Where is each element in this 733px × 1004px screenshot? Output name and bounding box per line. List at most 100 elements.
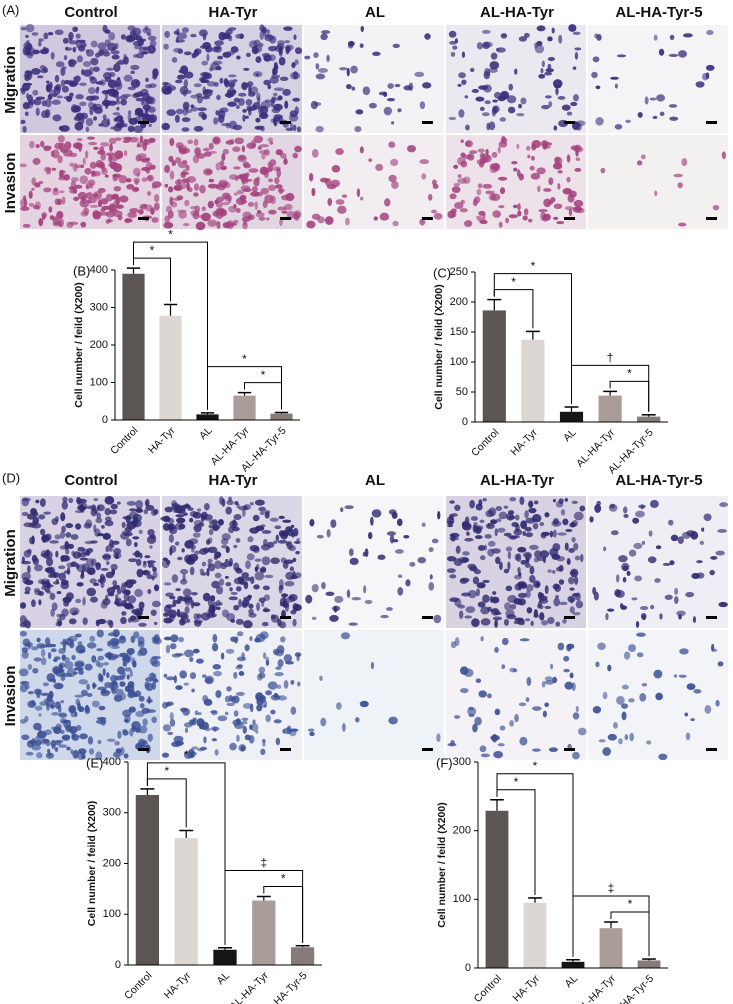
cell — [24, 47, 32, 56]
cell — [179, 670, 187, 679]
cell — [120, 746, 125, 756]
cell — [76, 506, 87, 511]
cell — [38, 514, 46, 520]
cell — [78, 669, 84, 675]
cell — [311, 148, 319, 158]
cell — [615, 574, 620, 583]
cell — [517, 203, 521, 211]
cell — [49, 540, 59, 544]
cell — [263, 79, 272, 86]
cell — [620, 605, 628, 610]
significance-label: * — [511, 275, 516, 289]
cell — [392, 220, 399, 227]
cell — [309, 172, 314, 182]
cell — [509, 497, 517, 502]
cell — [342, 722, 346, 732]
cell — [458, 72, 466, 79]
cell — [230, 89, 237, 94]
x-tick-label: HA-Tyr — [508, 426, 540, 458]
cell — [281, 593, 289, 598]
cell — [654, 190, 658, 197]
cell — [75, 33, 81, 39]
cell — [31, 599, 36, 608]
cell — [525, 590, 531, 598]
cell — [616, 695, 625, 705]
scale-bar — [138, 121, 149, 124]
cell — [96, 717, 107, 721]
cell — [66, 668, 77, 678]
cell — [539, 521, 545, 527]
cell — [368, 158, 373, 162]
micrograph-background — [446, 630, 586, 760]
cell — [241, 572, 249, 578]
cell — [181, 27, 189, 33]
cell — [526, 145, 531, 151]
cell — [79, 733, 88, 740]
row-label: Migration — [2, 46, 19, 114]
cell — [68, 81, 78, 88]
y-tick-label: 250 — [450, 266, 468, 278]
cell — [493, 750, 504, 759]
cell — [100, 567, 109, 571]
cell — [208, 528, 214, 536]
x-tick-label: AL — [197, 424, 215, 442]
cell — [164, 506, 174, 513]
y-tick-label: 100 — [90, 376, 108, 388]
cell — [457, 156, 466, 166]
cell — [237, 155, 246, 161]
cell — [110, 503, 118, 510]
cell — [183, 595, 193, 604]
cell — [225, 648, 235, 654]
cell — [514, 583, 522, 591]
cell — [263, 594, 271, 601]
cell — [614, 123, 623, 130]
cell — [177, 161, 188, 169]
cell — [504, 602, 511, 611]
cell — [679, 648, 689, 655]
cell — [507, 106, 516, 114]
cell — [61, 525, 66, 533]
x-tick-label: HA-Tyr — [162, 969, 194, 1001]
cell — [199, 721, 210, 730]
cell — [623, 513, 629, 518]
cell — [189, 751, 197, 757]
cell — [135, 508, 144, 513]
cell — [392, 43, 400, 49]
cell — [331, 165, 341, 173]
cell — [618, 555, 628, 563]
cell — [60, 67, 66, 77]
cell — [127, 595, 137, 604]
cell — [467, 590, 478, 599]
cell — [552, 529, 557, 538]
cell — [251, 723, 259, 732]
cell — [45, 557, 54, 567]
cell — [180, 147, 191, 154]
cell — [315, 73, 326, 80]
cell — [139, 552, 143, 559]
cell — [175, 79, 183, 84]
cell — [477, 183, 483, 189]
cell — [203, 698, 213, 706]
cell — [76, 496, 82, 505]
cell — [533, 609, 539, 618]
cell — [475, 215, 482, 220]
cell — [109, 161, 118, 170]
cell — [81, 195, 86, 205]
cell — [479, 519, 485, 524]
cell — [31, 646, 39, 651]
cell — [562, 518, 569, 526]
cell — [472, 723, 478, 733]
scale-bar — [564, 121, 575, 124]
cell — [558, 601, 568, 606]
cell — [109, 637, 120, 647]
cell — [270, 614, 280, 623]
cell — [126, 647, 135, 655]
cell — [245, 99, 253, 106]
cell — [291, 532, 295, 538]
cell — [243, 504, 251, 511]
cell — [608, 503, 618, 512]
bar — [213, 949, 237, 965]
cell — [449, 40, 457, 45]
cell — [230, 697, 237, 701]
cell — [228, 74, 237, 78]
